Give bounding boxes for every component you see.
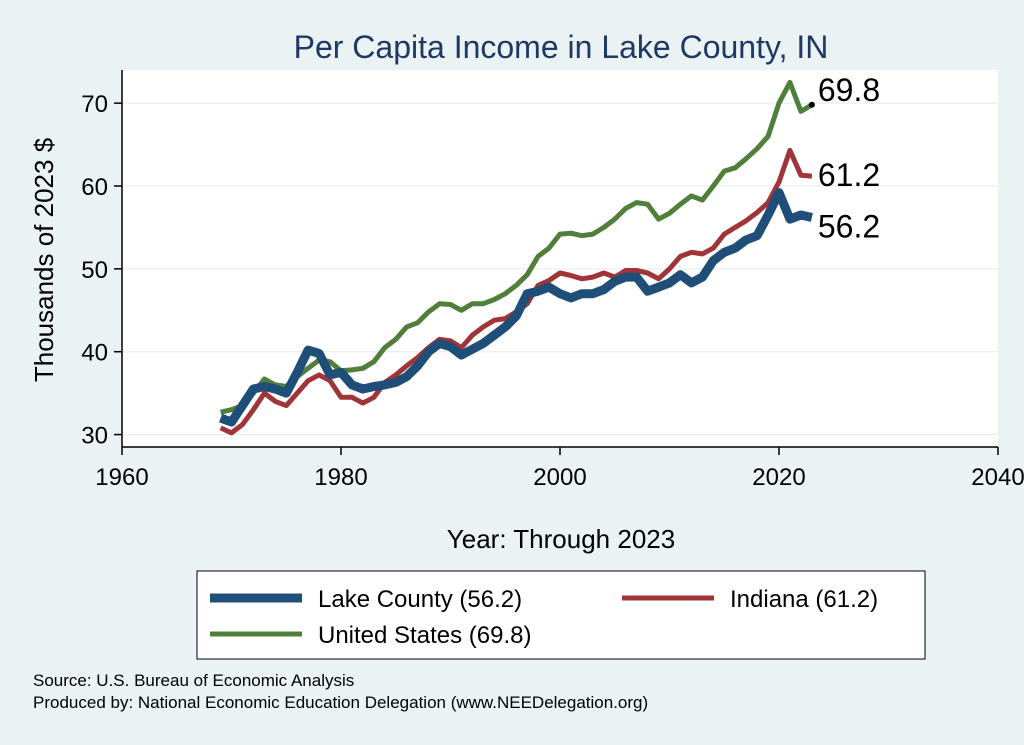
y-tick-label-50: 50 [81, 257, 108, 284]
end-label-united-states: 69.8 [818, 72, 880, 108]
source-note: Source: U.S. Bureau of Economic Analysis [33, 671, 354, 690]
chart-title: Per Capita Income in Lake County, IN [294, 29, 829, 65]
gridlines [122, 102, 998, 436]
x-tick-label-1980: 1980 [314, 464, 367, 491]
series-lines [219, 79, 814, 436]
end-label-indiana: 61.2 [818, 157, 880, 193]
producer-note: Produced by: National Economic Education… [33, 693, 648, 712]
y-axis-title: Thousands of 2023 $ [29, 137, 59, 382]
y-tick-label-60: 60 [81, 174, 108, 201]
y-tick-label-30: 30 [81, 423, 108, 450]
end-point-united-states [808, 101, 815, 108]
legend: Lake County (56.2) Indiana (61.2) United… [196, 570, 926, 660]
y-tick-label-40: 40 [81, 340, 108, 367]
x-tick-label-2040: 2040 [971, 464, 1024, 491]
x-tick-label-2000: 2000 [533, 464, 586, 491]
end-label-lake-county: 56.2 [818, 208, 880, 244]
legend-box [196, 570, 926, 660]
legend-label-indiana: Indiana (61.2) [730, 586, 878, 613]
legend-label-united-states: United States (69.8) [318, 622, 531, 649]
x-axis-title: Year: Through 2023 [447, 524, 675, 554]
x-tick-label-1960: 1960 [95, 464, 148, 491]
x-tick-label-2020: 2020 [752, 464, 805, 491]
series-line-lake-county [219, 188, 813, 427]
x-ticks: 1960 1980 2000 2020 2040 [95, 447, 1024, 491]
end-labels: 56.2 61.2 69.8 [808, 72, 880, 244]
y-ticks: 30 40 50 60 70 [81, 91, 122, 450]
y-tick-label-70: 70 [81, 91, 108, 118]
legend-label-lake-county: Lake County (56.2) [318, 586, 522, 613]
